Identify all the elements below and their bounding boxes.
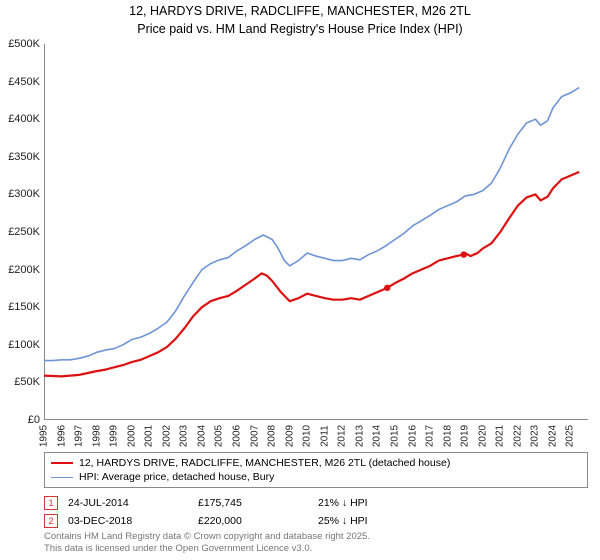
row-badge: 2 — [44, 514, 58, 528]
ytick-label: £300K — [0, 188, 40, 200]
row-date: 03-DEC-2018 — [68, 515, 198, 527]
row-price: £175,745 — [198, 497, 318, 509]
ytick-label: £200K — [0, 264, 40, 276]
table-row: 1 24-JUL-2014£175,74521% ↓ HPI — [44, 494, 588, 512]
xtick-label: 2006 — [232, 425, 243, 447]
xtick-label: 1999 — [109, 425, 120, 447]
chart-container: { "title_line1": "12, HARDYS DRIVE, RADC… — [0, 0, 600, 560]
xtick-label: 2014 — [372, 425, 383, 447]
row-price: £220,000 — [198, 515, 318, 527]
chart-title-line1: 12, HARDYS DRIVE, RADCLIFFE, MANCHESTER,… — [0, 4, 600, 18]
xtick-label: 1997 — [74, 425, 85, 447]
legend: 12, HARDYS DRIVE, RADCLIFFE, MANCHESTER,… — [44, 452, 588, 488]
series-property — [44, 172, 579, 377]
ytick-label: £100K — [0, 339, 40, 351]
xtick-label: 2003 — [179, 425, 190, 447]
ytick-label: £450K — [0, 76, 40, 88]
ytick-label: £150K — [0, 301, 40, 313]
xtick-label: 2007 — [249, 425, 260, 447]
footer-attribution: Contains HM Land Registry data © Crown c… — [44, 531, 588, 555]
legend-swatch — [51, 462, 73, 464]
xtick-label: 2008 — [267, 425, 278, 447]
xtick-label: 2013 — [354, 425, 365, 447]
xtick-label: 2011 — [319, 425, 330, 447]
line-plot — [44, 44, 588, 420]
row-badge: 1 — [44, 496, 58, 510]
ytick-label: £400K — [0, 113, 40, 125]
legend-row: 12, HARDYS DRIVE, RADCLIFFE, MANCHESTER,… — [51, 456, 581, 470]
xtick-label: 2025 — [565, 425, 576, 447]
xtick-label: 2023 — [530, 425, 541, 447]
row-diff: 21% ↓ HPI — [318, 497, 588, 509]
legend-swatch — [51, 477, 73, 478]
xtick-label: 1998 — [91, 425, 102, 447]
xtick-label: 2004 — [196, 425, 207, 447]
xtick-label: 2022 — [512, 425, 523, 447]
xtick-label: 2005 — [214, 425, 225, 447]
xtick-label: 2016 — [407, 425, 418, 447]
sales-table: 1 24-JUL-2014£175,74521% ↓ HPI 2 03-DEC-201… — [44, 494, 588, 530]
row-date: 24-JUL-2014 — [68, 497, 198, 509]
xtick-label: 2001 — [144, 425, 155, 447]
xtick-label: 1996 — [56, 425, 67, 447]
xtick-label: 2009 — [284, 425, 295, 447]
footer-line1: Contains HM Land Registry data © Crown c… — [44, 531, 588, 543]
footer-line2: This data is licensed under the Open Gov… — [44, 543, 588, 555]
xtick-label: 1995 — [39, 425, 50, 447]
xtick-label: 2000 — [126, 425, 137, 447]
legend-label: 12, HARDYS DRIVE, RADCLIFFE, MANCHESTER,… — [79, 457, 450, 469]
xtick-label: 2002 — [161, 425, 172, 447]
ytick-label: £500K — [0, 38, 40, 50]
xtick-label: 2017 — [425, 425, 436, 447]
legend-row: HPI: Average price, detached house, Bury — [51, 470, 581, 484]
ytick-label: £250K — [0, 226, 40, 238]
xtick-label: 2019 — [460, 425, 471, 447]
row-diff: 25% ↓ HPI — [318, 515, 588, 527]
table-row: 2 03-DEC-2018£220,00025% ↓ HPI — [44, 512, 588, 530]
xtick-label: 2010 — [302, 425, 313, 447]
xtick-label: 2020 — [477, 425, 488, 447]
sale-point — [461, 251, 467, 257]
ytick-label: £0 — [0, 414, 40, 426]
legend-label: HPI: Average price, detached house, Bury — [79, 471, 274, 483]
xtick-label: 2018 — [442, 425, 453, 447]
xtick-label: 2012 — [337, 425, 348, 447]
xtick-label: 2021 — [495, 425, 506, 447]
series-hpi — [44, 88, 579, 361]
ytick-label: £50K — [0, 376, 40, 388]
xtick-label: 2024 — [547, 425, 558, 447]
xtick-label: 2015 — [389, 425, 400, 447]
chart-title-line2: Price paid vs. HM Land Registry's House … — [0, 22, 600, 36]
ytick-label: £350K — [0, 151, 40, 163]
sale-point — [384, 285, 390, 291]
